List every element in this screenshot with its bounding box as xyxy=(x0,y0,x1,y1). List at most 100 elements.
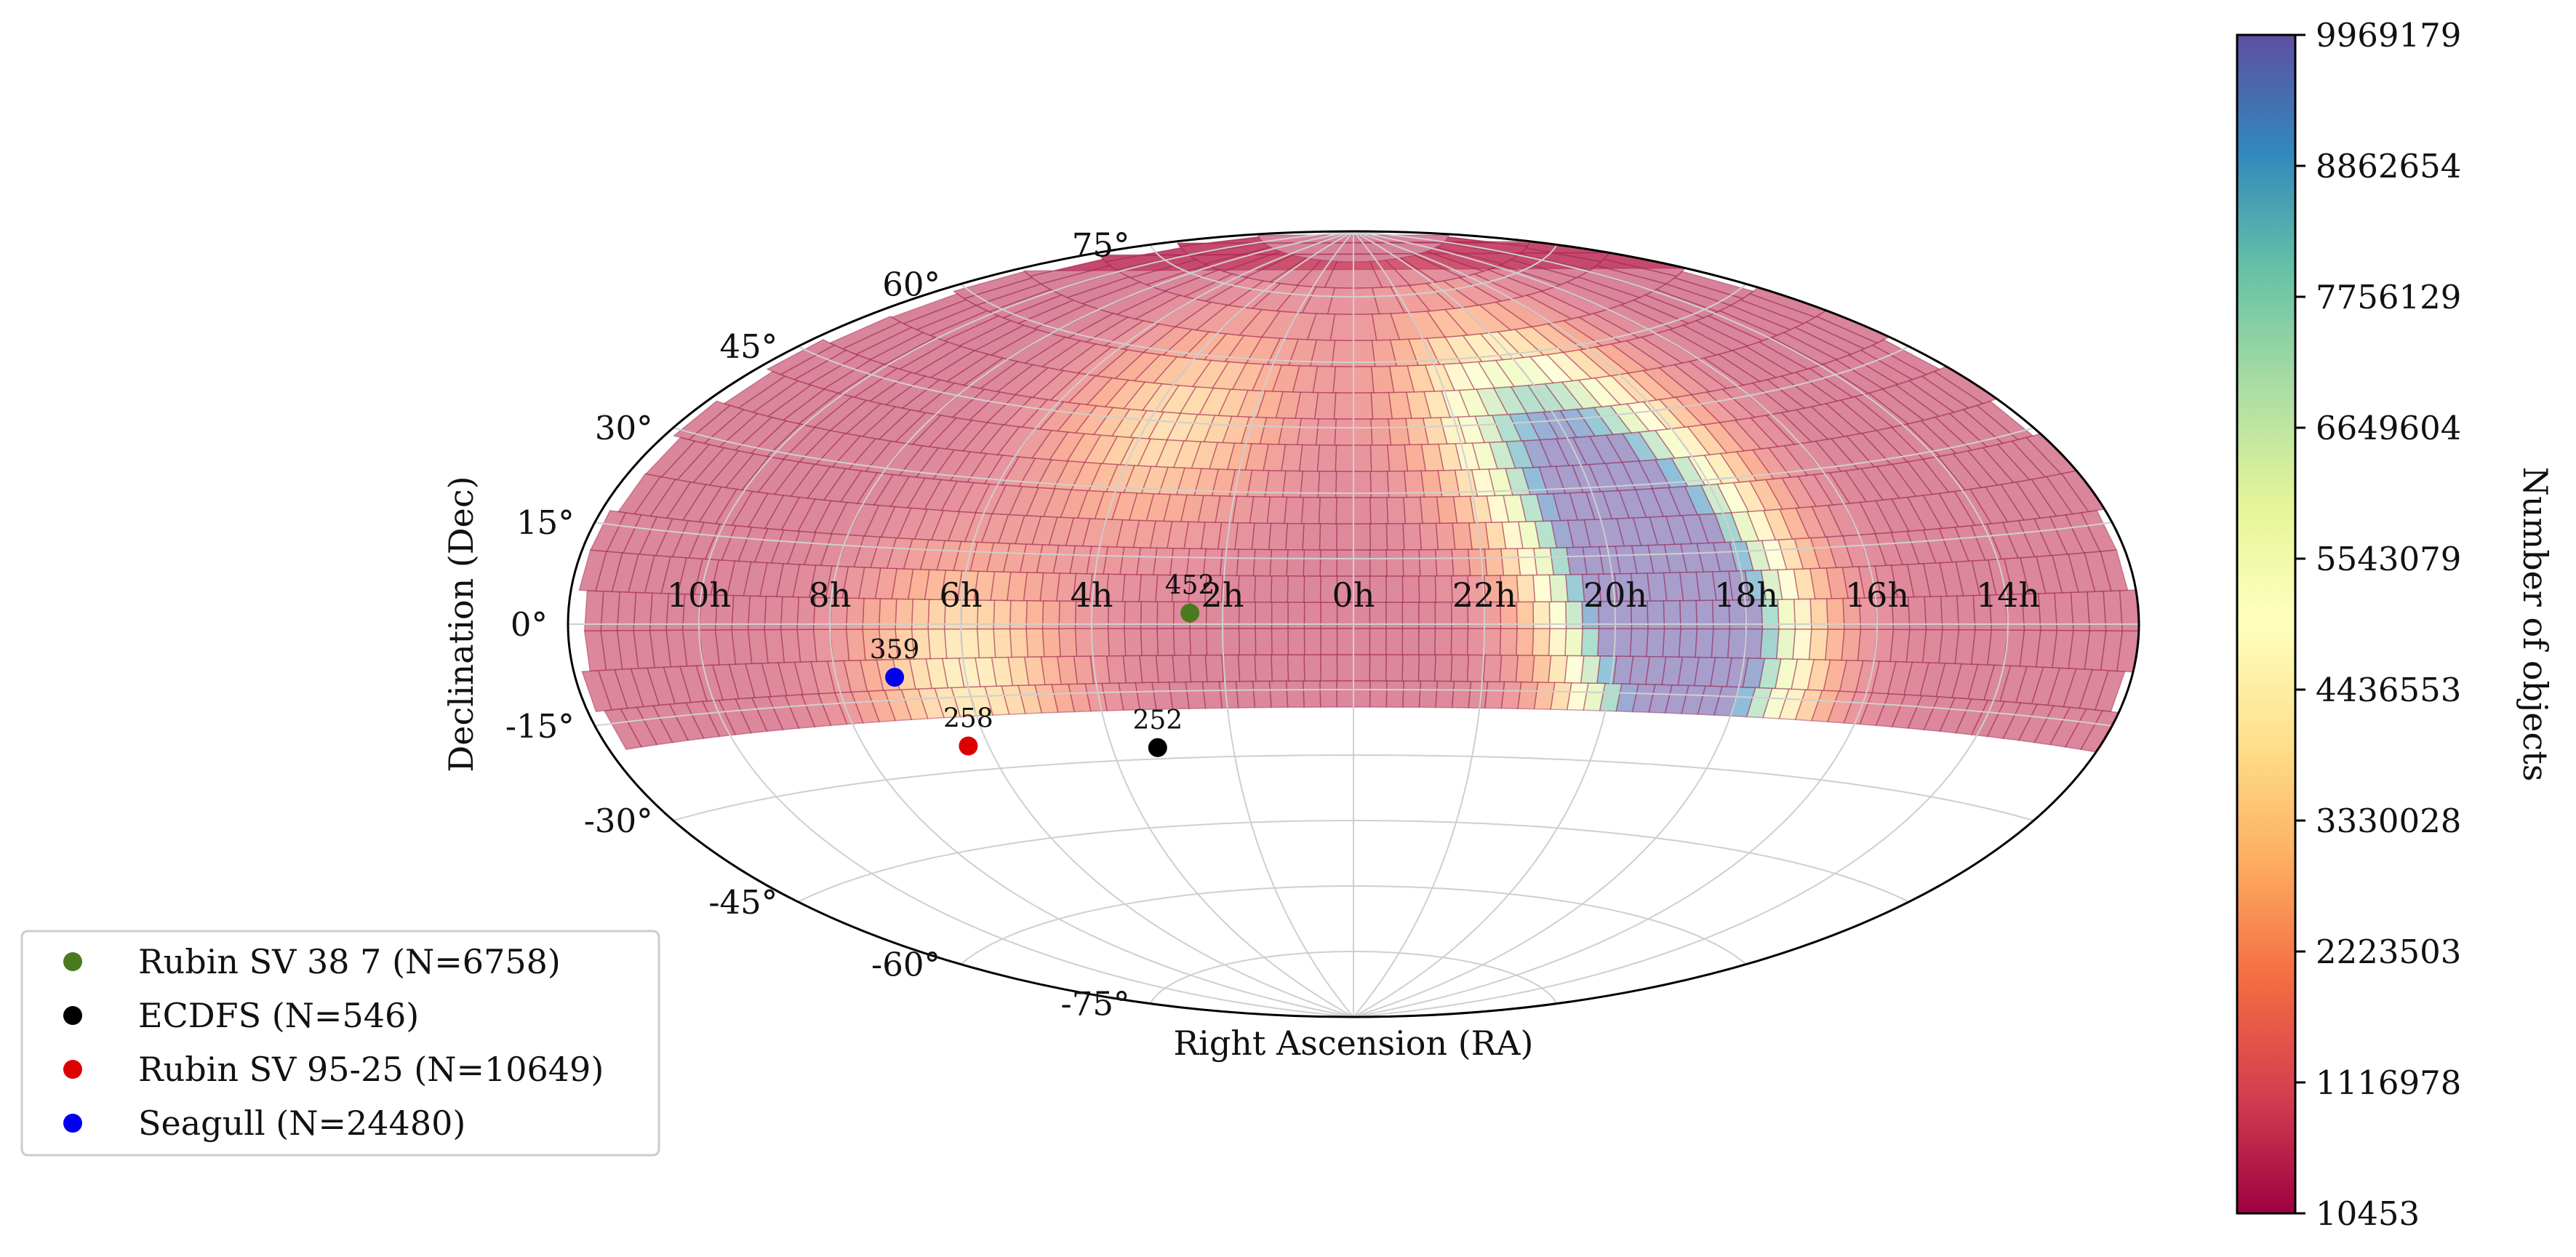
dec-tick-label: 0° xyxy=(511,605,548,644)
heatmap-tile xyxy=(1271,628,1289,655)
heatmap-tile xyxy=(1629,628,1649,658)
heatmap-tile xyxy=(1353,497,1372,524)
heatmap-tile xyxy=(1287,628,1305,655)
heatmap-tile xyxy=(1468,680,1489,709)
heatmap-tile xyxy=(1140,628,1159,657)
legend-entry: Seagull (N=24480) xyxy=(138,1104,465,1143)
heatmap-tile xyxy=(1564,573,1585,602)
heatmap-tile xyxy=(1419,496,1441,524)
field-point-label: 359 xyxy=(870,635,920,665)
heatmap-tile xyxy=(1369,497,1389,524)
heatmap-tile xyxy=(1270,575,1289,603)
colorbar-tick-label: 7756129 xyxy=(2316,278,2461,316)
heatmap-tile xyxy=(1124,628,1143,657)
heatmap-tile xyxy=(1385,575,1404,603)
ra-tick-label: 16h xyxy=(1845,575,1909,615)
colorbar-tick-label: 8862654 xyxy=(2316,147,2461,185)
heatmap-tile xyxy=(1662,628,1681,658)
heatmap-tile xyxy=(1370,418,1392,446)
heatmap-tile xyxy=(1353,313,1377,341)
heatmap-tile xyxy=(993,628,1012,658)
heatmap-tile xyxy=(1252,548,1273,577)
heatmap-tile xyxy=(1319,523,1338,551)
heatmap-tile xyxy=(1386,496,1407,524)
heatmap-tile xyxy=(1385,654,1404,682)
heatmap-tile xyxy=(1353,523,1372,551)
heatmap-tile xyxy=(1402,680,1422,709)
heatmap-tile xyxy=(1435,680,1455,709)
heatmap-tile xyxy=(1205,628,1224,656)
heatmap-tile xyxy=(1404,444,1426,472)
heatmap-tile xyxy=(1418,575,1437,603)
dec-tick-label: -30° xyxy=(584,802,653,840)
heatmap-tile xyxy=(1300,496,1321,524)
heatmap-tile xyxy=(1353,654,1371,682)
heatmap-tile xyxy=(1369,549,1388,577)
colorbar: 10453 1116978 2223503 3330028 4436553 5543079… xyxy=(2236,16,2555,1233)
heatmap-tile xyxy=(1824,628,1845,661)
heatmap-tile xyxy=(1402,496,1423,524)
field-points: 452 252 258 359 xyxy=(870,571,1215,757)
colorbar-tick-label: 2223503 xyxy=(2316,933,2461,971)
field-point xyxy=(885,668,905,687)
heatmap-tile xyxy=(1058,628,1078,658)
heatmap-tile xyxy=(1074,628,1094,657)
heatmap-tile xyxy=(1302,523,1321,551)
heatmap-tile xyxy=(1386,444,1409,472)
heatmap-tile xyxy=(1269,548,1289,577)
heatmap-tile xyxy=(1172,628,1191,656)
heatmap-tile xyxy=(1303,549,1321,577)
heatmap-tile xyxy=(1435,522,1456,551)
legend-entry: Rubin SV 95-25 (N=10649) xyxy=(138,1050,604,1089)
heatmap-tile xyxy=(1418,548,1438,577)
heatmap-tile xyxy=(1467,548,1488,577)
colorbar-tick-label: 10453 xyxy=(2316,1194,2420,1233)
heatmap-tile xyxy=(1333,392,1354,420)
heatmap-tile xyxy=(1334,418,1354,446)
heatmap-tile xyxy=(1385,628,1404,655)
heatmap-tile xyxy=(603,708,643,751)
heatmap-tile xyxy=(1516,574,1536,603)
dec-tick-label: -60° xyxy=(871,946,940,984)
heatmap-tile xyxy=(1138,574,1159,602)
dec-tick-label: 75° xyxy=(1072,226,1130,264)
heatmap-tile xyxy=(766,339,836,375)
heatmap-tile xyxy=(1303,575,1321,603)
heatmap-tile xyxy=(1532,628,1551,656)
heatmap-tile xyxy=(1452,522,1473,551)
heatmap-tile xyxy=(1320,628,1338,655)
heatmap-tile xyxy=(1237,654,1257,682)
heatmap-tile xyxy=(1353,444,1372,472)
heatmap-tile xyxy=(1332,366,1354,394)
heatmap-tile xyxy=(1303,680,1321,708)
legend-box xyxy=(20,930,660,1157)
legend-entry: ECDFS (N=546) xyxy=(138,996,419,1035)
heatmap-tile xyxy=(1450,628,1469,656)
heatmap-tile xyxy=(1434,628,1452,656)
heatmap-tile xyxy=(1319,680,1338,708)
heatmap-tile xyxy=(1500,548,1521,576)
heatmap-tile xyxy=(1156,628,1175,656)
heatmap-tile xyxy=(1204,654,1225,682)
heatmap-tile xyxy=(1434,575,1453,603)
legend-marker xyxy=(63,1114,82,1133)
heatmap-tile xyxy=(1284,522,1305,551)
heatmap-tile xyxy=(1189,628,1208,656)
heatmap-tile xyxy=(1336,549,1354,577)
heatmap-tile xyxy=(1388,418,1411,446)
heatmap-tile xyxy=(1222,628,1241,656)
heatmap-tile xyxy=(976,628,996,658)
heatmap-tile xyxy=(1401,628,1420,655)
heatmap-tile xyxy=(1303,654,1322,682)
dec-tick-label: -75° xyxy=(1061,985,1130,1023)
heatmap-tiles xyxy=(578,234,2139,753)
dec-gridline xyxy=(1149,951,1558,1005)
dec-gridline xyxy=(1149,244,1558,298)
heatmap-tile xyxy=(1315,418,1337,446)
heatmap-tile xyxy=(1482,654,1503,682)
heatmap-tile xyxy=(1255,628,1273,656)
heatmap-tile xyxy=(1613,628,1633,657)
heatmap-tile xyxy=(1303,628,1321,655)
heatmap-tile xyxy=(1401,654,1420,682)
dec-tick-label: 15° xyxy=(516,503,575,542)
